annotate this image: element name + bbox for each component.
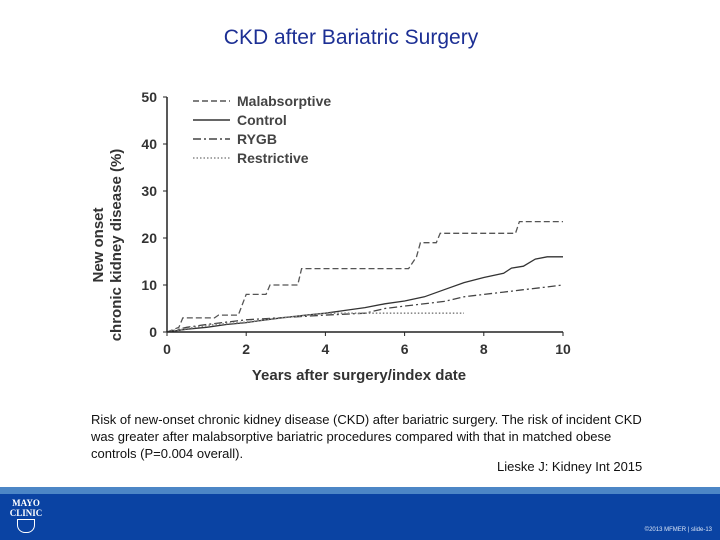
- x-tick-label: 0: [163, 341, 171, 357]
- logo-line-mayo: MAYO: [12, 498, 40, 508]
- y-axis-label-line: chronic kidney disease (%): [108, 149, 125, 342]
- citation: Lieske J: Kidney Int 2015: [497, 459, 643, 474]
- shield-icon: [17, 519, 35, 533]
- series-line-control: [166, 256, 563, 333]
- slide-number: ©2013 MFMER | slide-13: [644, 527, 712, 533]
- legend-label: Restrictive: [237, 150, 309, 166]
- y-tick-label: 30: [141, 183, 157, 199]
- chart-legend: Malabsorptive Control RYGB Restrictive: [193, 93, 331, 166]
- slide-title: CKD after Bariatric Surgery: [223, 26, 479, 49]
- logo-line-clinic: CLINIC: [9, 508, 43, 518]
- y-axis-label: New onset chronic kidney disease (%): [90, 149, 125, 342]
- series-lines: [166, 220, 564, 333]
- x-tick-label: 4: [322, 341, 330, 357]
- legend-label: Malabsorptive: [237, 93, 331, 109]
- y-tick-label: 0: [149, 324, 157, 340]
- kidney-disease-chart: 0 10 20 30 40 50 0 2 4 6 8 10 Malabsorptive Control R…: [90, 89, 571, 384]
- y-axis-label-line: New onset: [90, 207, 107, 282]
- axis-ticks: 0 10 20 30 40 50 0 2 4 6 8 10: [141, 89, 571, 357]
- x-axis-label: Years after surgery/index date: [252, 367, 466, 384]
- series-line-malabsorptive: [166, 220, 563, 333]
- footer-bar: [0, 494, 720, 540]
- x-tick-label: 6: [401, 341, 409, 357]
- legend-label: Control: [237, 112, 287, 128]
- y-tick-label: 40: [141, 136, 157, 152]
- legend-label: RYGB: [237, 131, 277, 147]
- x-tick-label: 2: [242, 341, 250, 357]
- x-tick-label: 8: [480, 341, 488, 357]
- y-tick-label: 50: [141, 89, 157, 105]
- series-line-restrictive: [166, 312, 464, 333]
- series-line-rygb: [166, 284, 564, 333]
- footer-accent-line: [0, 487, 720, 494]
- x-tick-label: 10: [555, 341, 571, 357]
- mayo-clinic-logo: MAYO CLINIC: [8, 498, 44, 533]
- figure-caption: Risk of new-onset chronic kidney disease…: [91, 412, 642, 461]
- y-tick-label: 20: [141, 230, 157, 246]
- y-tick-label: 10: [141, 277, 157, 293]
